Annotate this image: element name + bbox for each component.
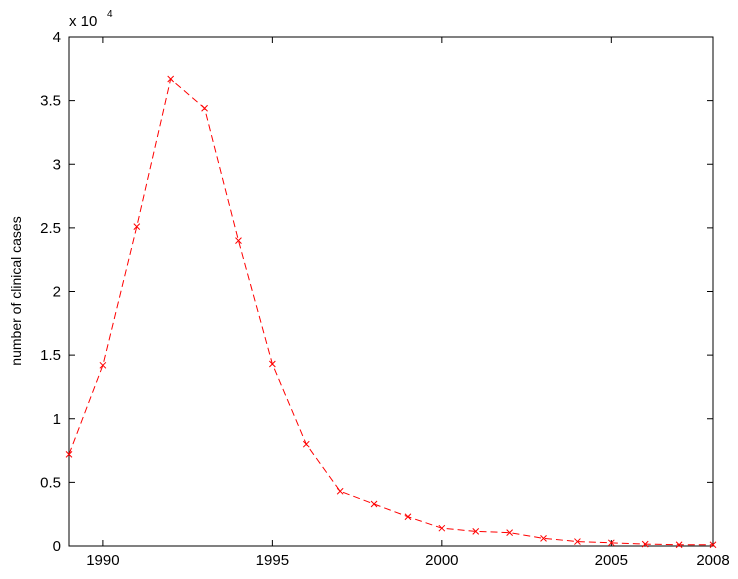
y-tick-label: 4 <box>53 29 61 46</box>
y-tick-label: 0 <box>53 538 61 555</box>
x-tick-label: 2005 <box>595 552 628 569</box>
data-point-marker <box>641 540 649 548</box>
y-tick-label: 3 <box>53 156 61 173</box>
y-axis-label: number of clinical cases <box>8 216 24 365</box>
data-point-marker <box>167 75 175 83</box>
data-point-marker <box>540 535 547 542</box>
data-point-marker <box>404 513 412 521</box>
data-point-marker <box>201 104 208 112</box>
y-tick-label: 2 <box>53 284 61 301</box>
series-line <box>68 78 713 546</box>
y-scale-base: x 10 <box>69 13 97 30</box>
y-tick-label: 0.5 <box>40 474 61 491</box>
data-point-marker <box>506 529 513 536</box>
x-tick-label: 1990 <box>86 552 119 569</box>
data-point-marker <box>709 541 717 549</box>
data-point-marker <box>133 223 141 230</box>
y-tick-label: 2.5 <box>40 220 61 237</box>
y-tick-label: 1 <box>53 411 61 428</box>
data-point-marker <box>99 361 107 369</box>
data-point-marker <box>675 541 683 549</box>
y-tick-label: 1.5 <box>40 347 61 364</box>
y-scale-exponent: 4 <box>107 9 113 20</box>
x-tick-label: 1995 <box>256 552 289 569</box>
y-tick-label: 3.5 <box>40 93 61 110</box>
x-tick-label: 2008 <box>696 552 729 569</box>
data-point-marker <box>302 440 310 448</box>
y-axis-ticks: 0 0.5 1 1.5 2 2.5 3 3.5 4 <box>40 29 713 555</box>
data-point-marker <box>336 487 344 495</box>
data-point-marker <box>472 528 480 535</box>
plot-area <box>68 36 714 547</box>
data-point-marker <box>65 451 73 458</box>
data-point-marker <box>370 500 378 508</box>
y-axis-scale-factor: x 10 4 <box>69 9 113 30</box>
data-point-marker <box>438 524 446 532</box>
series-layer <box>65 75 717 549</box>
x-tick-label: 2000 <box>425 552 458 569</box>
data-point-marker <box>269 360 276 368</box>
data-point-marker <box>607 539 615 547</box>
data-point-marker <box>235 237 242 244</box>
x-axis-ticks: 1990 1995 2000 2005 2008 <box>86 37 730 569</box>
data-point-marker <box>574 538 581 545</box>
